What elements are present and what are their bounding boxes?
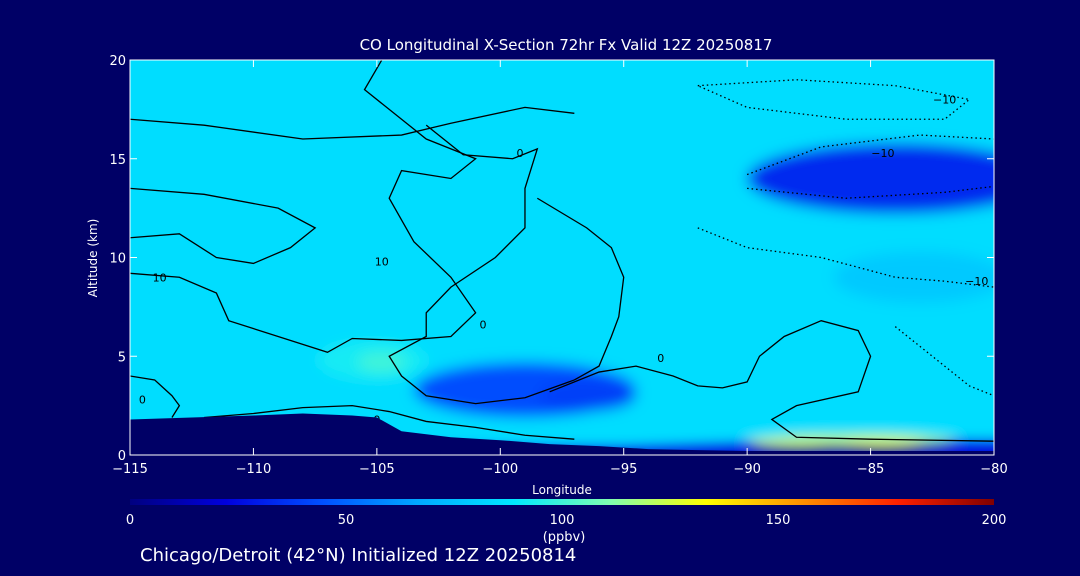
field-blob-1 <box>357 352 407 373</box>
dotted-contour-3 <box>747 185 994 199</box>
y-axis-label: Altitude (km) <box>86 219 100 298</box>
x-tick-label-2: −105 <box>359 462 395 477</box>
contour-label-5: 0 <box>139 394 146 407</box>
y-tick-label-4: 20 <box>109 54 126 69</box>
contour-lines: 101000000−10−10−10 <box>130 60 994 442</box>
colorbar-tick-label-3: 150 <box>766 513 791 528</box>
x-tick-label-0: −115 <box>112 462 148 477</box>
x-tick-label-4: −95 <box>610 462 637 477</box>
field-blob-4 <box>747 142 994 215</box>
y-tick-label-3: 15 <box>109 153 126 168</box>
dotted-contour-label-0: −10 <box>933 94 956 107</box>
y-axis: 0 5 10 15 20 <box>109 54 994 464</box>
y-tick-label-1: 5 <box>118 350 126 365</box>
x-tick-label-1: −110 <box>236 462 272 477</box>
dotted-contour-label-1: −10 <box>871 147 894 160</box>
dotted-contour-2 <box>697 227 994 288</box>
colorbar-ticks: 0 50 100 150 200 <box>126 513 1007 528</box>
y-tick-label-2: 10 <box>109 252 126 267</box>
y-tick-label-0: 0 <box>118 449 126 464</box>
plot-area: 101000000−10−10−10 <box>130 60 994 455</box>
colorbar-tick-label-1: 50 <box>338 513 355 528</box>
colorbar-tick-label-0: 0 <box>126 513 134 528</box>
field-blob-3 <box>537 379 637 412</box>
terrain-mask <box>130 413 994 455</box>
field-blob-8 <box>838 438 928 451</box>
x-axis-label: Longitude <box>532 483 592 497</box>
x-tick-label-3: −100 <box>482 462 518 477</box>
co-field <box>130 60 994 451</box>
footer-caption: Chicago/Detroit (42°N) Initialized 12Z 2… <box>140 545 576 566</box>
dotted-contour-4 <box>894 326 994 397</box>
colorbar-unit: (ppbv) <box>543 530 586 545</box>
contour-5 <box>130 375 181 418</box>
colorbar-gradient <box>130 499 994 505</box>
contour-4 <box>549 320 994 442</box>
contour-6 <box>204 404 575 440</box>
contour-3 <box>388 124 625 405</box>
contour-label-2: 0 <box>480 319 487 332</box>
field-blob-5 <box>833 251 994 303</box>
contour-0 <box>130 60 477 354</box>
field-blob-7 <box>747 438 846 451</box>
contour-2 <box>130 106 575 140</box>
x-tick-label-5: −90 <box>733 462 760 477</box>
x-axis: −115 −110 −105 −100 −95 −90 −85 −80 <box>112 60 1008 477</box>
contour-label-3: 0 <box>517 147 524 160</box>
colorbar: 0 50 100 150 200 (ppbv) <box>126 499 1007 545</box>
colorbar-tick-label-2: 100 <box>550 513 575 528</box>
dotted-contour-0 <box>697 79 971 120</box>
contour-label-0: 10 <box>153 271 167 284</box>
x-tick-label-6: −85 <box>857 462 884 477</box>
dotted-contour-label-2: −10 <box>965 275 988 288</box>
contour-label-4: 0 <box>657 352 664 365</box>
chart-title: CO Longitudinal X-Section 72hr Fx Valid … <box>360 36 773 54</box>
x-tick-label-7: −80 <box>980 462 1007 477</box>
colorbar-tick-label-4: 200 <box>982 513 1007 528</box>
contour-label-1: 10 <box>375 255 389 268</box>
contour-1 <box>130 187 317 265</box>
